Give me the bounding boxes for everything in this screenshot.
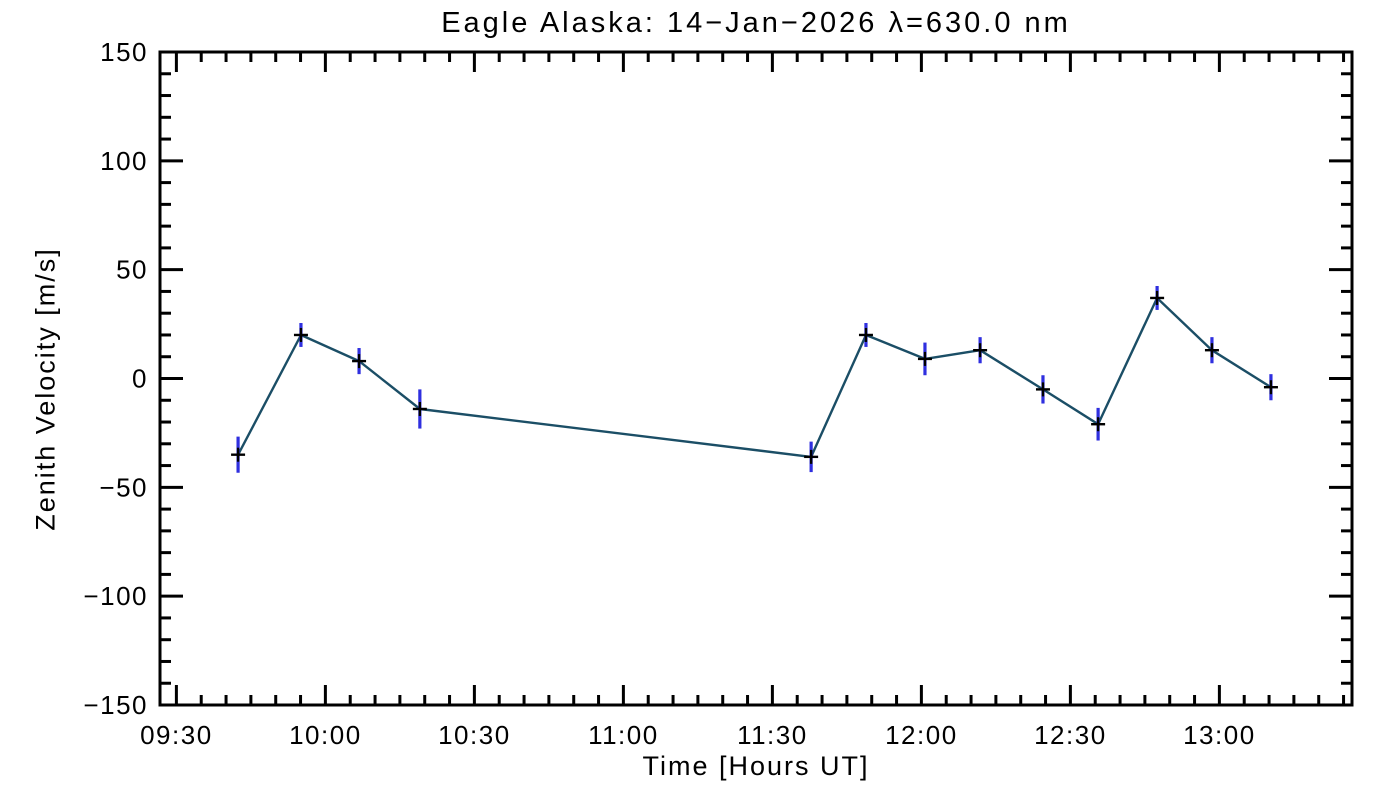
data-point-markers bbox=[231, 290, 1278, 464]
y-tick-label: −50 bbox=[99, 472, 148, 502]
plus-marker bbox=[858, 327, 873, 342]
plus-marker bbox=[973, 343, 988, 358]
y-tick-label: 150 bbox=[100, 37, 148, 67]
y-tick-label: 0 bbox=[132, 364, 148, 394]
plus-marker bbox=[1263, 380, 1278, 395]
y-tick-label: −100 bbox=[83, 581, 148, 611]
chart-title: Eagle Alaska: 14−Jan−2026 λ=630.0 nm bbox=[441, 7, 1071, 39]
plus-marker bbox=[1035, 382, 1050, 397]
x-tick-label: 12:30 bbox=[1034, 720, 1107, 750]
y-axis-label: Zenith Velocity [m/s] bbox=[30, 247, 61, 531]
y-tick-label: 100 bbox=[100, 146, 148, 176]
plus-marker bbox=[352, 354, 367, 369]
x-tick-label: 12:00 bbox=[885, 720, 958, 750]
plus-marker bbox=[293, 327, 308, 342]
y-tick-label: −150 bbox=[83, 690, 148, 720]
axis-tick-labels: 09:30 10:00 10:30 11:00 11:30 12:00 12:30 13:00… bbox=[83, 37, 1256, 750]
x-tick-label: 11:30 bbox=[737, 720, 808, 750]
plot-frame bbox=[158, 50, 1354, 707]
error-bars bbox=[236, 285, 1273, 473]
plus-marker bbox=[231, 447, 246, 462]
x-tick-label: 10:00 bbox=[289, 720, 362, 750]
x-tick-label: 11:00 bbox=[588, 720, 659, 750]
x-axis-label: Time [Hours UT] bbox=[642, 751, 870, 781]
x-tick-label: 13:00 bbox=[1183, 720, 1256, 750]
y-tick-label: 50 bbox=[116, 255, 148, 285]
data-line bbox=[237, 296, 1272, 459]
plus-marker bbox=[1204, 343, 1219, 358]
plus-marker bbox=[1091, 417, 1106, 432]
plus-marker bbox=[804, 449, 819, 464]
x-tick-label: 09:30 bbox=[140, 720, 213, 750]
plus-marker bbox=[917, 351, 932, 366]
plus-marker bbox=[1150, 290, 1165, 305]
plus-marker bbox=[412, 401, 427, 416]
data-series bbox=[231, 285, 1278, 473]
axis-ticks bbox=[160, 50, 1352, 707]
x-tick-label: 10:30 bbox=[438, 720, 511, 750]
